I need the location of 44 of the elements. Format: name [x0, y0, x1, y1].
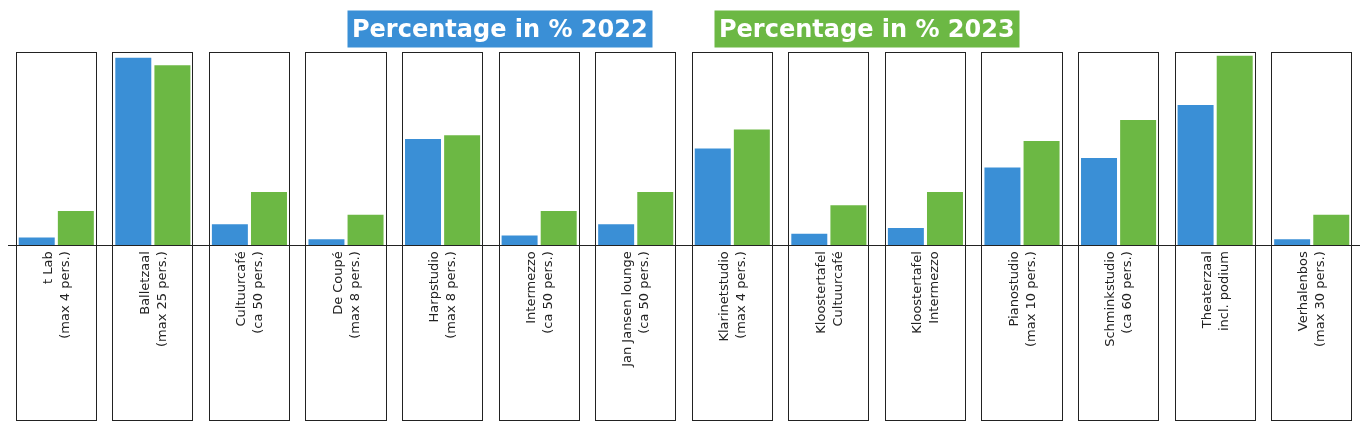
x-tick-label: Theaterzaal incl. podium [1198, 251, 1231, 332]
bar [211, 224, 248, 245]
x-tick-label: Pianostudio (max 10 pers.) [1005, 251, 1038, 347]
x-tick-label: Cultuurcafé (ca 50 pers.) [233, 251, 266, 334]
bar [115, 57, 152, 245]
bar [405, 139, 442, 245]
bar [830, 205, 867, 245]
bar [598, 224, 635, 245]
text: Percentage in % 2023 [719, 15, 1015, 43]
bar [1313, 214, 1350, 245]
bar [1023, 140, 1060, 245]
x-tick-label: Jan Jansen lounge (ca 50 pers.) [619, 251, 652, 368]
x-tick-label: Harpstudio (max 8 pers.) [426, 251, 459, 339]
bar [1274, 239, 1311, 245]
bar [444, 135, 481, 245]
bar [540, 210, 577, 245]
bar [984, 167, 1021, 245]
x-tick-label: Klarinetstudio (max 4 pers.) [716, 251, 748, 342]
bar [637, 192, 674, 245]
x-tick-label: De Coupé (max 8 pers.) [329, 251, 362, 339]
x-tick-label: Kloostertafel Intermezzo [909, 251, 942, 334]
bar [1120, 120, 1157, 245]
bar [501, 235, 538, 245]
x-tick-label: Balletzaal (max 25 pers.) [136, 251, 169, 347]
bar [791, 233, 828, 245]
bar [694, 148, 731, 245]
bar [347, 214, 384, 245]
bar [250, 192, 287, 245]
x-tick-label: Verhalenbos (max 30 pers.) [1295, 250, 1328, 347]
bar [733, 129, 770, 245]
text: Percentage in % 2022 [352, 15, 648, 43]
bar [926, 192, 963, 245]
x-tick-label: Schminkstudio (ca 60 pers.) [1102, 251, 1135, 347]
x-tick-label: Intermezzo (ca 50 pers.) [522, 251, 555, 334]
bar [1081, 157, 1118, 245]
bar [1177, 104, 1214, 245]
bar [887, 227, 924, 245]
x-tick-label: t Lab (max 4 pers.) [40, 251, 72, 339]
bar [57, 210, 94, 245]
bar [18, 237, 55, 245]
bar [1216, 55, 1253, 245]
bar [308, 239, 345, 245]
bar [154, 65, 191, 245]
x-tick-label: Kloostertafel Cultuurcafé [812, 251, 845, 334]
